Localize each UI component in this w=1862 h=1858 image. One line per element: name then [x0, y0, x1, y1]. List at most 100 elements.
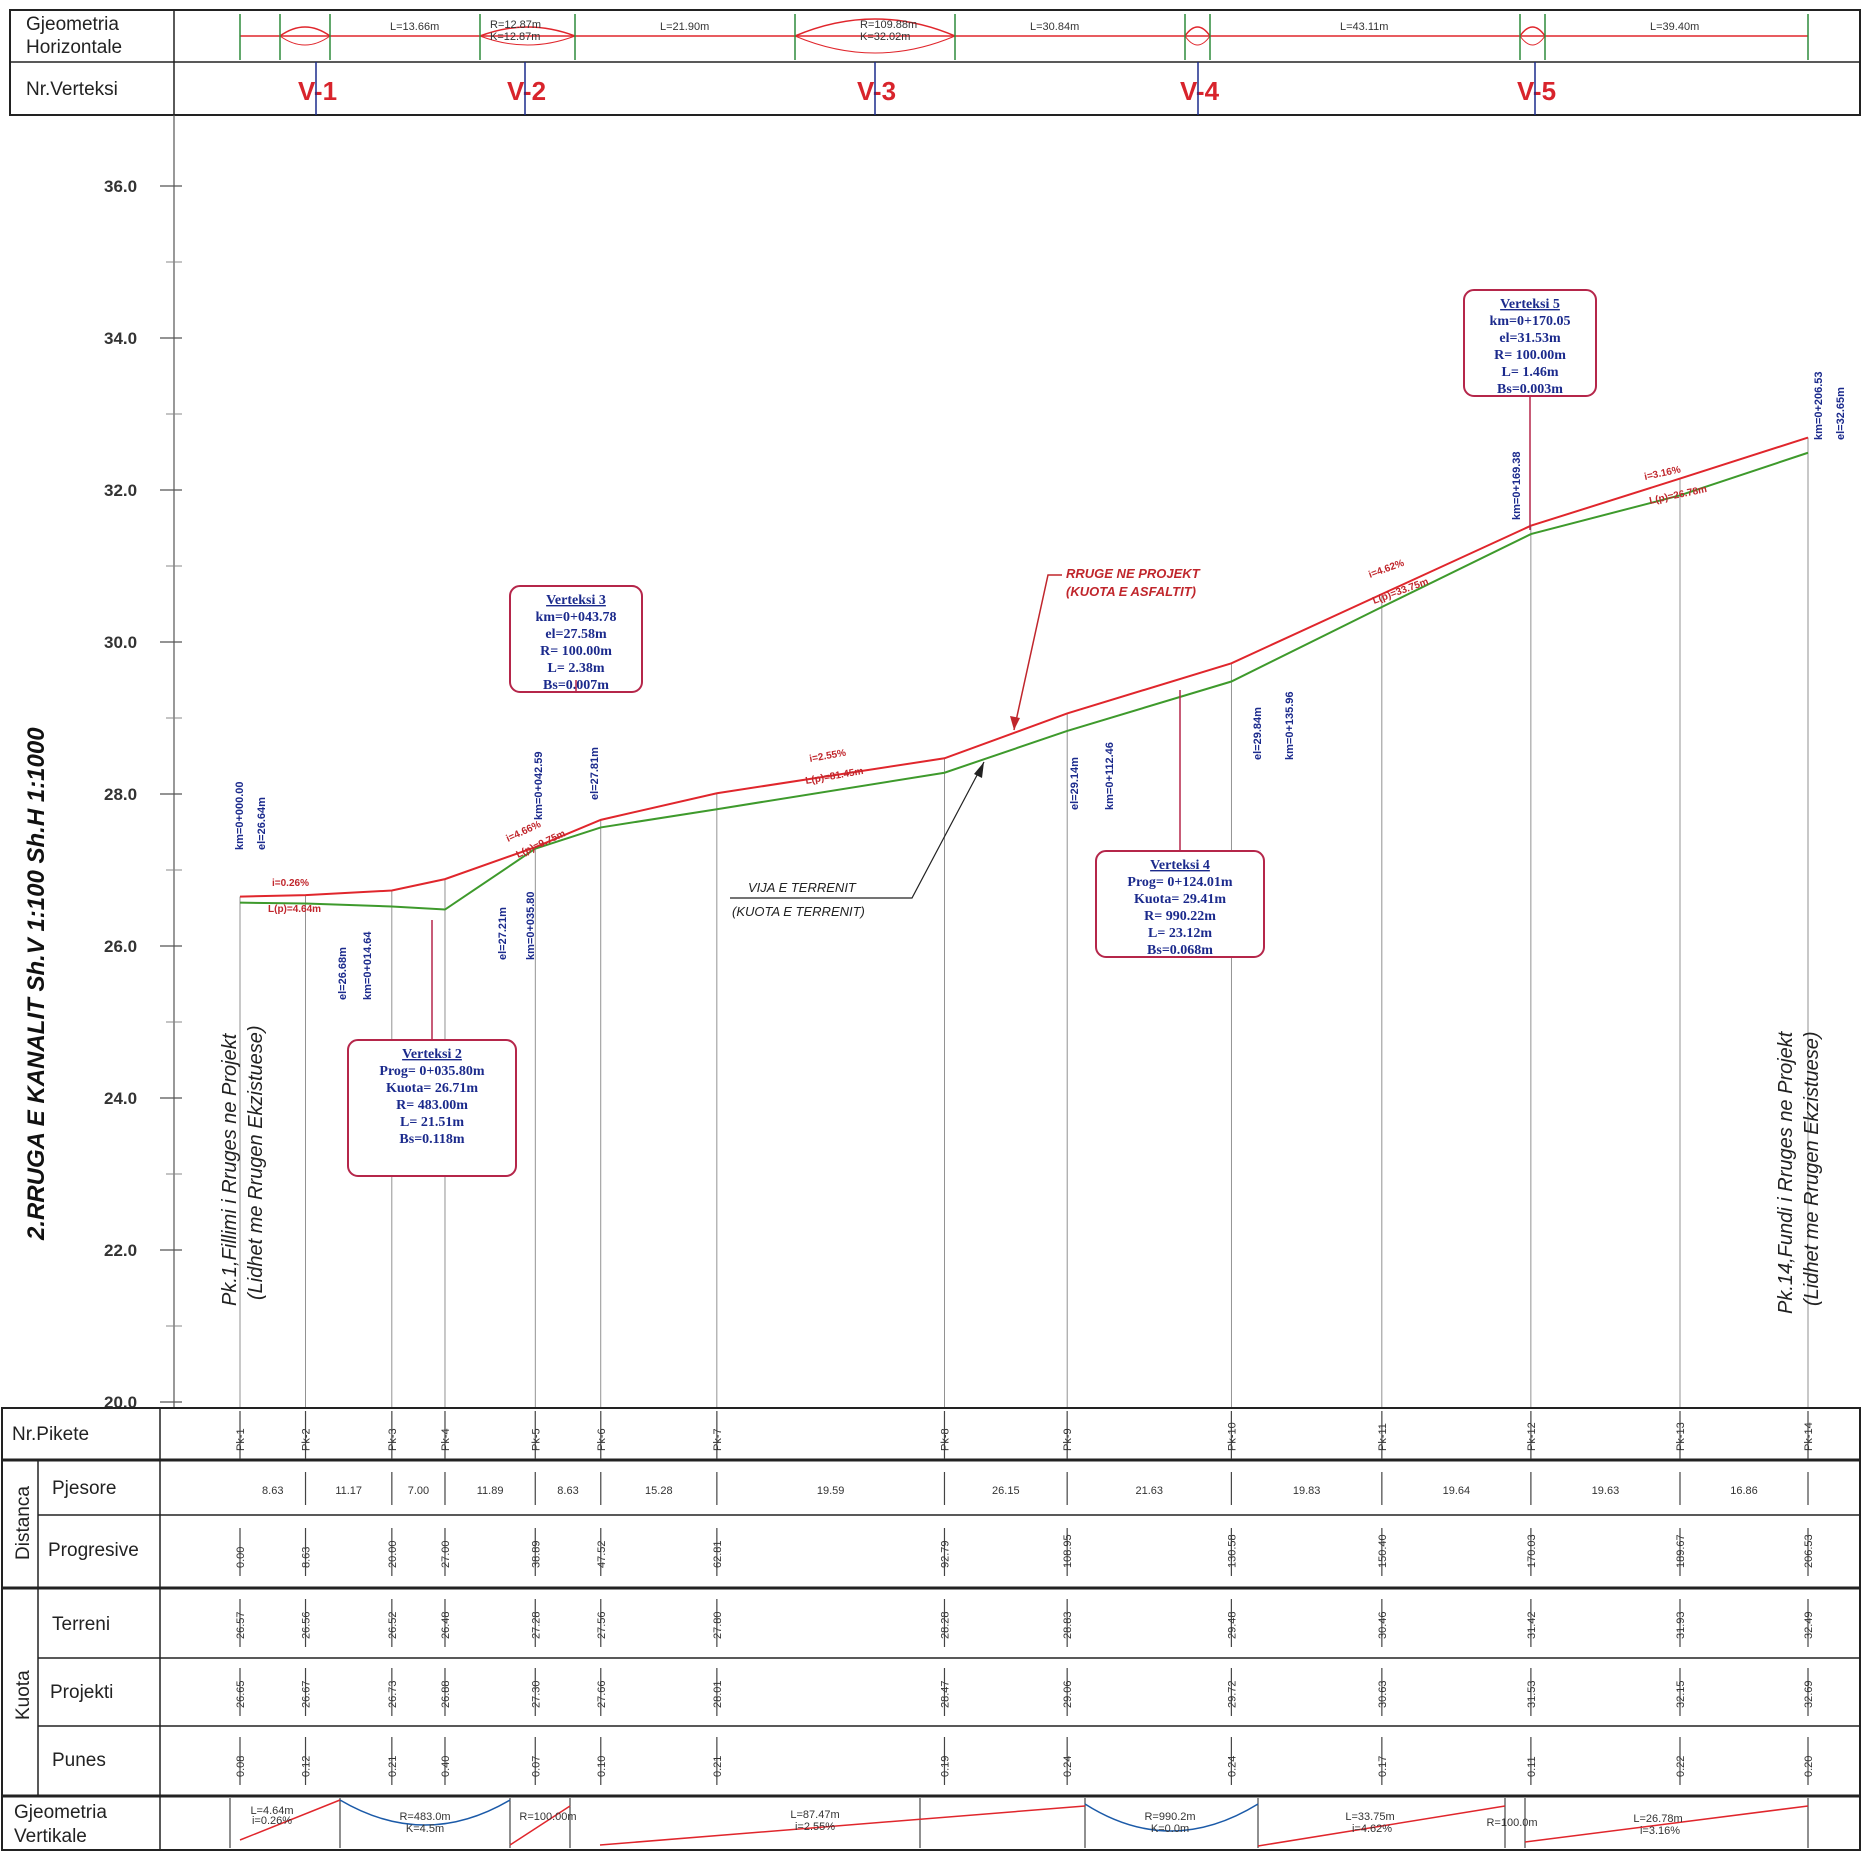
- end-annotation-line2: (Lidhet me Rrugen Ekzistuese): [1801, 1031, 1823, 1306]
- table-cell-terreni: 26.52: [387, 1611, 399, 1639]
- table-cell-projekti: 29.06: [1062, 1680, 1074, 1708]
- table-cell-projekti: 30.63: [1377, 1680, 1389, 1708]
- vertical-geometry-value: K=4.5m: [406, 1823, 444, 1835]
- y-tick-label: 36.0: [104, 177, 137, 196]
- top-header: Gjeometria Horizontale Nr.Verteksi L=13.…: [9, 9, 1861, 116]
- table-cell-terreni: 27.56: [596, 1611, 608, 1639]
- horizontal-geometry-label: Gjeometria: [26, 14, 119, 35]
- table-cell-progresive: 206.53: [1803, 1534, 1815, 1568]
- table-cell-progresive: 108.95: [1062, 1534, 1074, 1568]
- table-cell-punes: 0.21: [712, 1756, 724, 1777]
- horizontal-geometry-value: R=12.87m: [490, 19, 541, 31]
- row-label-pikete: Nr.Pikete: [12, 1424, 89, 1445]
- vertical-station-label: el=26.68m: [337, 947, 349, 1000]
- table-cell-projekti: 27.30: [530, 1680, 542, 1708]
- table-cells: Pk-1 Pk-2 Pk-3 Pk-4 Pk-5 Pk-6 Pk-7 Pk-8 Pk-9 Pk-1…: [235, 1411, 1815, 1785]
- table-cell-projekti: 28.01: [712, 1680, 724, 1708]
- table-cell-pjesore: 8.63: [262, 1485, 283, 1497]
- table-cell-projekti: 32.15: [1675, 1680, 1687, 1708]
- vertical-geometry-value: L=87.47m: [790, 1809, 839, 1821]
- table-cell-pikete: Pk-1: [235, 1428, 247, 1451]
- vertical-station-label: km=0+206.53: [1813, 371, 1825, 440]
- horizontal-geometry-value: L=39.40m: [1650, 21, 1699, 33]
- table-cell-punes: 0.24: [1226, 1756, 1238, 1777]
- end-annotation: Pk.14,Fundi i Rruges ne Projekt (Lidhet …: [1775, 1030, 1823, 1314]
- table-cell-pikete: Pk-2: [301, 1428, 313, 1451]
- table-cell-punes: 0.22: [1675, 1756, 1687, 1777]
- table-cell-projekti: 26.88: [440, 1680, 452, 1708]
- road-annotation: RRUGE NE PROJEKT (KUOTA E ASFALTIT): [1010, 566, 1201, 731]
- vertex-box-text: L= 2.38m: [548, 661, 605, 676]
- vertex-box-text: Prog= 0+035.80m: [379, 1064, 484, 1079]
- y-tick-label: 24.0: [104, 1089, 137, 1108]
- table-cell-punes: 0.10: [596, 1756, 608, 1777]
- row-label-pjesore: Pjesore: [52, 1478, 116, 1499]
- vertex-box-text: km=0+043.78: [536, 610, 617, 625]
- horizontal-geometry-value: L=30.84m: [1030, 21, 1079, 33]
- vertex-box-text: Prog= 0+124.01m: [1127, 875, 1232, 890]
- vertical-station-label: km=0+112.46: [1104, 742, 1116, 810]
- table-cell-punes: 0.40: [440, 1756, 452, 1777]
- table-cell-punes: 0.19: [939, 1756, 951, 1777]
- vertical-station-label: km=0+042.59: [533, 751, 545, 820]
- vertical-station-label: el=29.14m: [1069, 757, 1081, 810]
- vertex-labels: V-1 V-2 V-3 V-4 V-5: [298, 62, 1556, 115]
- table-cell-terreni: 31.42: [1526, 1611, 1538, 1639]
- table-cell-pjesore: 15.28: [645, 1485, 673, 1497]
- road-annotation-line2: (KUOTA E ASFALTIT): [1066, 584, 1196, 599]
- row-label-vertical-geometry: Gjeometria: [14, 1802, 107, 1823]
- vertex-box-text: L= 21.51m: [400, 1115, 464, 1130]
- terrain-annotation-line1: VIJA E TERRENIT: [748, 880, 857, 895]
- vertex-box-text: R= 100.00m: [1494, 348, 1566, 363]
- table-cell-progresive: 170.03: [1526, 1534, 1538, 1568]
- table-cell-punes: 0.20: [1803, 1756, 1815, 1777]
- row-label-progresive: Progresive: [48, 1540, 139, 1561]
- profile-data-table: Nr.Pikete Distanca Pjesore Progresive Ku…: [1, 1407, 1861, 1851]
- table-cell-progresive: 130.58: [1226, 1534, 1238, 1568]
- vertex-box-text: el=31.53m: [1499, 331, 1561, 346]
- vertex-box-text: R= 100.00m: [540, 644, 612, 659]
- table-cell-progresive: 8.63: [301, 1547, 313, 1568]
- road-annotation-line1: RRUGE NE PROJEKT: [1066, 566, 1201, 581]
- vertex-info-boxes: Verteksi 2 Prog= 0+035.80m Kuota= 26.71m R=…: [347, 289, 1597, 1177]
- vertical-geometry-value: R=100.0m: [1486, 1817, 1537, 1829]
- table-cell-terreni: 28.83: [1062, 1611, 1074, 1639]
- table-cell-projekti: 27.66: [596, 1680, 608, 1708]
- horizontal-geometry-strip: L=13.66m L=21.90m L=30.84m L=43.11m L=39.40m…: [239, 14, 1809, 60]
- table-cell-progresive: 150.40: [1377, 1534, 1389, 1568]
- y-tick-label: 26.0: [104, 937, 137, 956]
- y-tick-label: 28.0: [104, 785, 137, 804]
- drawing-title: 2.RRUGA E KANALIT Sh.V 1:100 Sh.H 1:1000: [23, 727, 50, 1241]
- table-cell-pikete: Pk-7: [712, 1428, 724, 1451]
- row-label-kuota: Kuota: [13, 1670, 34, 1720]
- slope-label: i=4.62%: [1367, 558, 1406, 581]
- table-cell-pikete: Pk-8: [939, 1428, 951, 1451]
- horizontal-geometry-value: L=43.11m: [1340, 21, 1388, 33]
- vertex-label: V-5: [1517, 76, 1556, 106]
- vertical-station-label: km=0+000.00: [234, 781, 246, 850]
- vertex-box-text: Verteksi 4: [1150, 858, 1210, 873]
- horizontal-geometry-value: K=32.02m: [860, 31, 910, 43]
- vertical-geometry-value: i=4.62%: [1352, 1823, 1392, 1835]
- table-cell-pjesore: 19.63: [1592, 1485, 1620, 1497]
- table-cell-pikete: Pk-5: [530, 1428, 542, 1451]
- slope-label: L(p)=4.64m: [268, 904, 321, 915]
- table-cell-projekti: 32.69: [1803, 1680, 1815, 1708]
- slope-label: L(p)=81.45m: [805, 766, 865, 787]
- table-cell-pikete: Pk-3: [387, 1428, 399, 1451]
- start-annotation-line2: (Lidhet me Rrugen Ekzistuese): [245, 1025, 267, 1300]
- vertex-box-text: Bs=0.068m: [1147, 943, 1213, 958]
- y-tick-label: 32.0: [104, 481, 137, 500]
- vertex-number-label: Nr.Verteksi: [26, 79, 118, 100]
- vertex-box-text: km=0+170.05: [1490, 314, 1571, 329]
- table-cell-punes: 0.17: [1377, 1756, 1389, 1777]
- vertical-station-label: km=0+014.64: [362, 931, 374, 1000]
- table-cell-terreni: 26.57: [235, 1611, 247, 1639]
- vertical-station-label: km=0+135.96: [1284, 691, 1296, 760]
- table-cell-terreni: 26.56: [301, 1611, 313, 1639]
- table-cell-terreni: 30.46: [1377, 1611, 1389, 1639]
- table-cell-pjesore: 19.64: [1443, 1485, 1471, 1497]
- vertical-station-labels: km=0+000.00 el=26.64m el=26.68m km=0+014.64…: [234, 371, 1847, 1000]
- table-cell-pjesore: 16.86: [1730, 1485, 1758, 1497]
